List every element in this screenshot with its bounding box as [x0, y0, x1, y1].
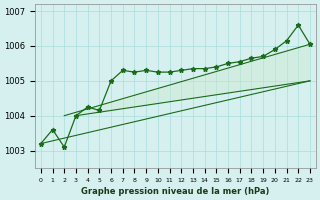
- X-axis label: Graphe pression niveau de la mer (hPa): Graphe pression niveau de la mer (hPa): [81, 187, 270, 196]
